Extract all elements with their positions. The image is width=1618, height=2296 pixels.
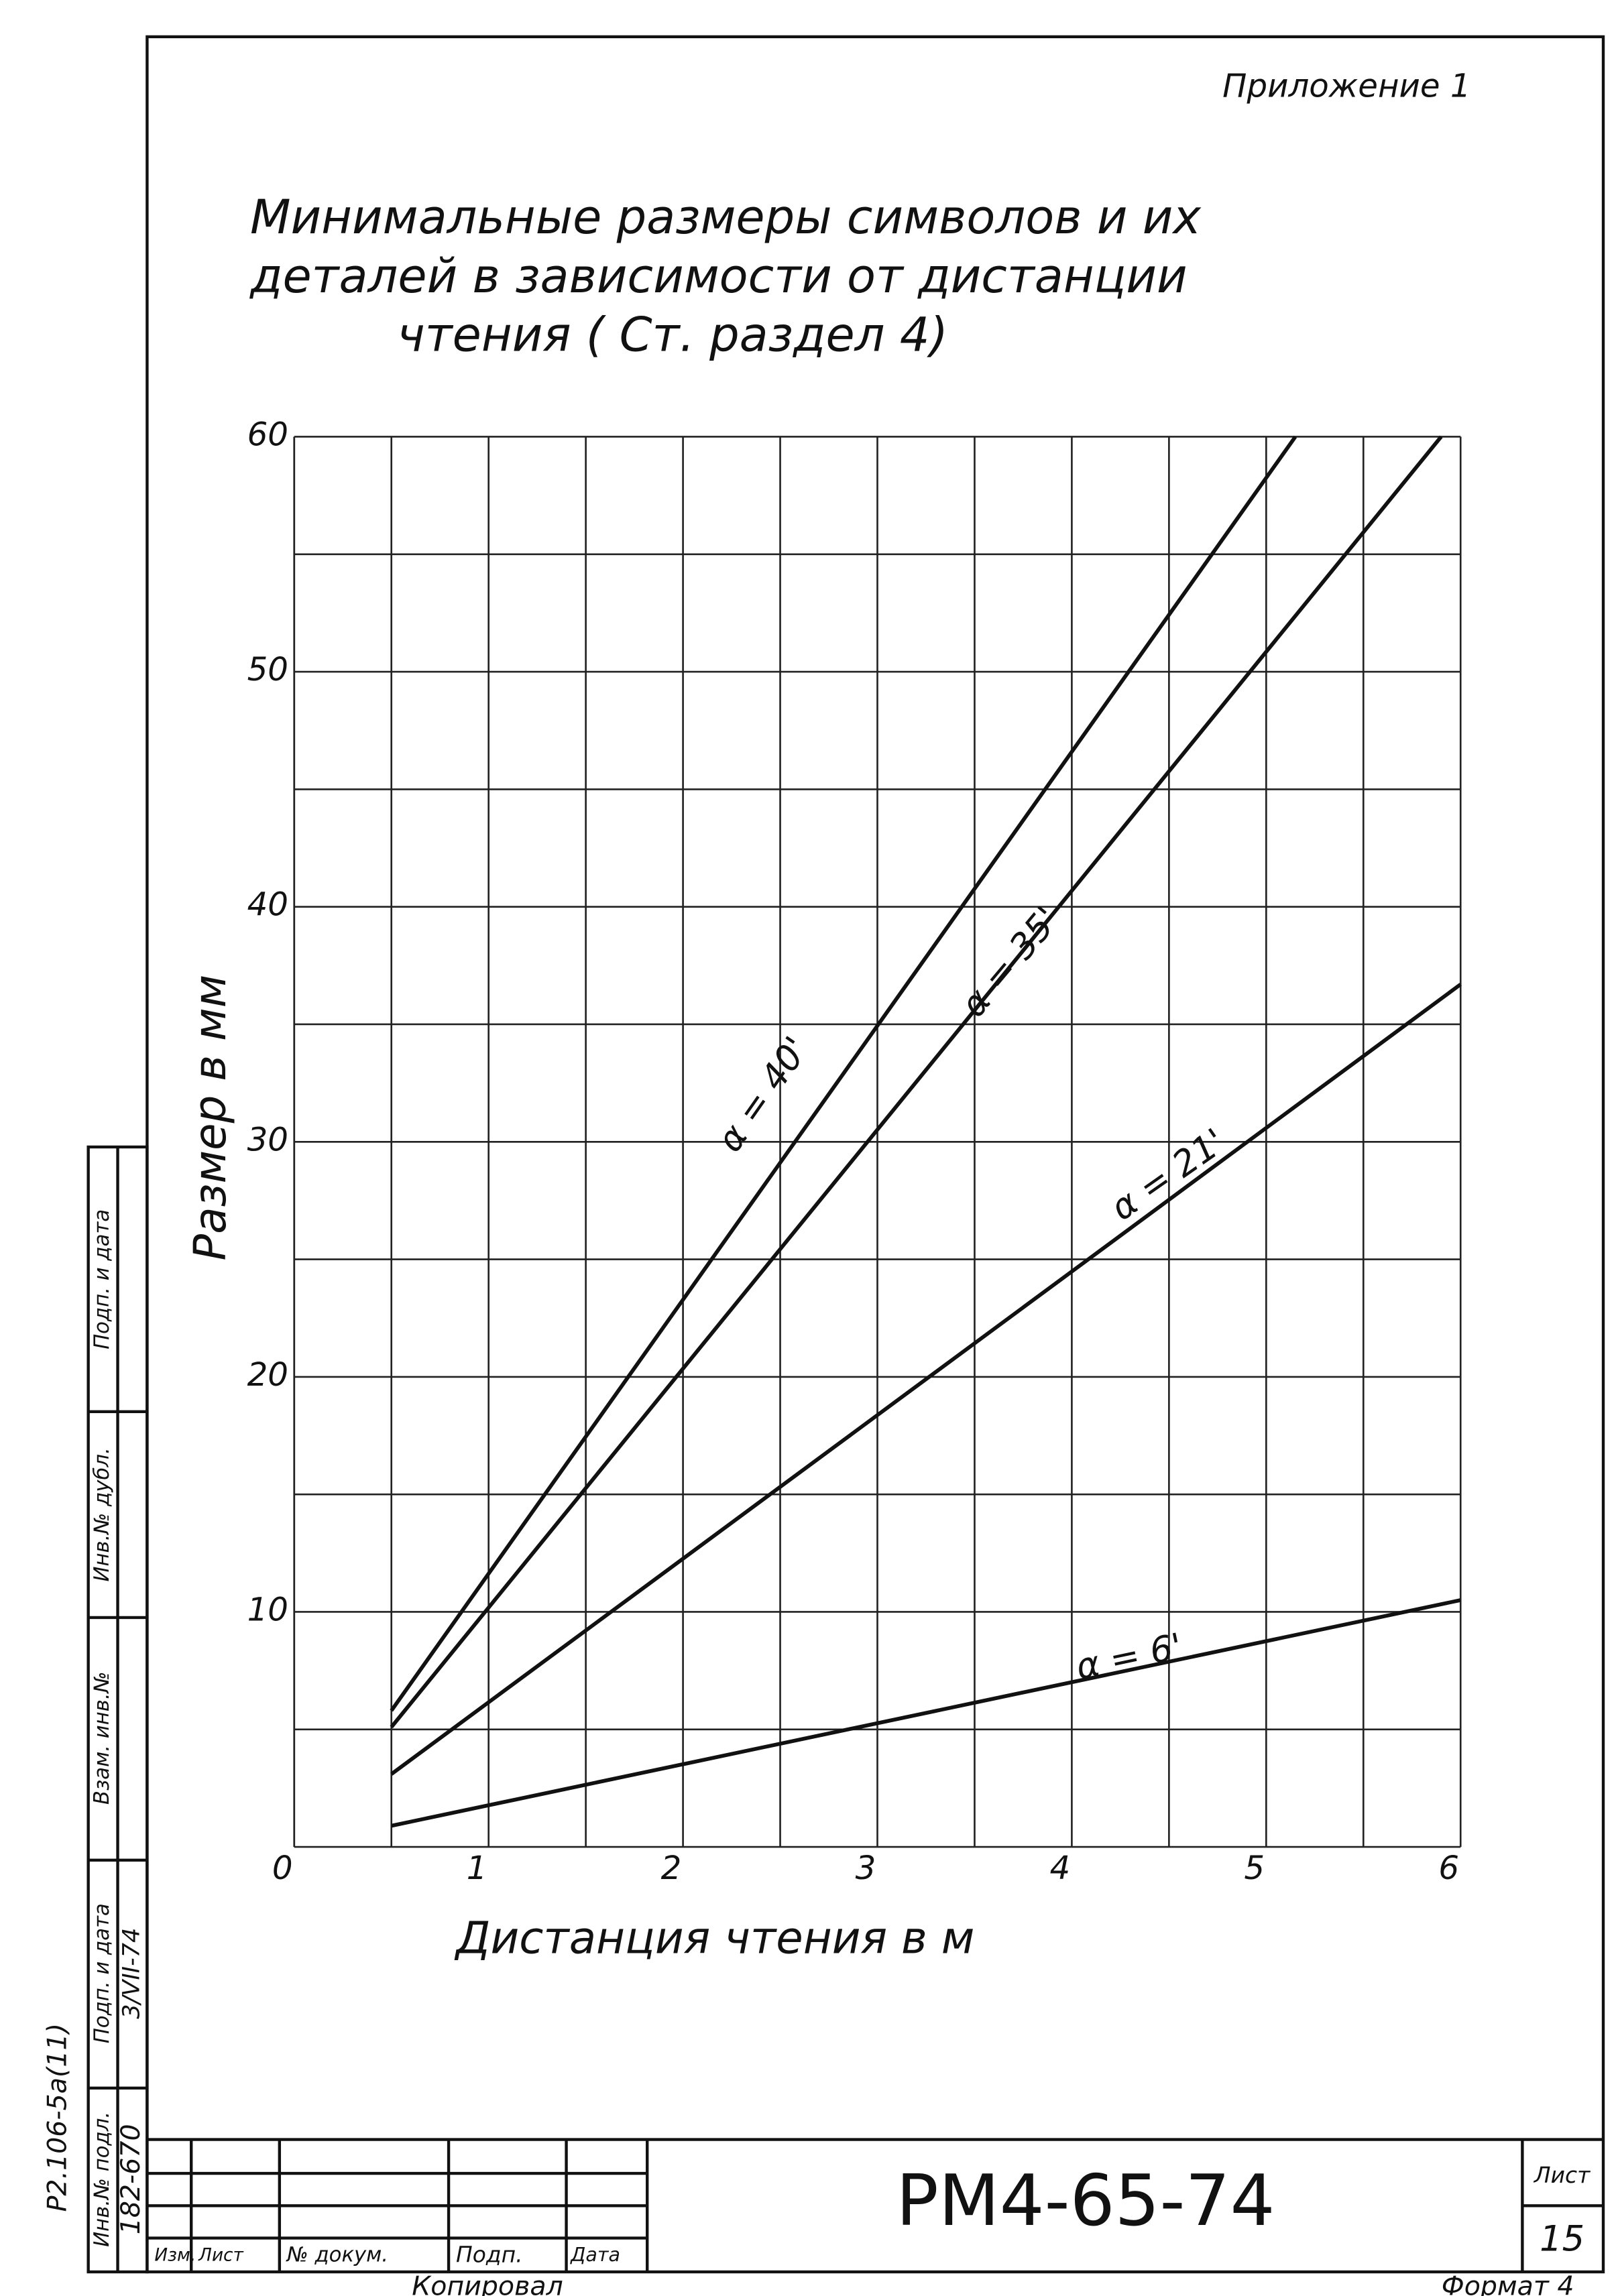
series-label: α = 40' — [709, 1030, 817, 1160]
x-axis-label: Дистанция чтения в м — [454, 1913, 974, 1964]
y-tick-label: 60 — [247, 416, 288, 453]
x-tick-label: 4 — [1050, 1850, 1071, 1887]
side-label: Подп. и дата — [91, 1903, 114, 2043]
x-tick-label: 3 — [856, 1850, 876, 1887]
stamp-column: № докум. — [286, 2243, 388, 2267]
x-tick-label: 0 — [272, 1850, 293, 1887]
y-tick-label: 20 — [247, 1356, 288, 1394]
x-tick-label: 5 — [1244, 1850, 1265, 1887]
y-tick-label: 40 — [247, 886, 288, 924]
y-tick-label: 10 — [247, 1591, 288, 1628]
side-label: Инв.№ подл. — [91, 2112, 114, 2247]
series-label: α = 35' — [953, 899, 1067, 1025]
y-axis-label: Размер в мм — [184, 975, 236, 1261]
x-tick-label: 1 — [467, 1850, 487, 1887]
side-strip: Инв.№ подл. Подп. и дата Взам. инв.№ Инв… — [42, 1145, 149, 2274]
y-tick-label: 30 — [247, 1121, 288, 1158]
side-label: Взам. инв.№ — [91, 1671, 114, 1805]
title-line: деталей в зависимости от дистанции — [249, 249, 1188, 304]
sheet-label: Лист — [1534, 2162, 1591, 2188]
x-tick-label: 2 — [661, 1850, 682, 1887]
series-line — [390, 983, 1462, 1776]
document-number: Р2.106-5а(11) — [42, 2023, 72, 2212]
series-line — [390, 435, 1443, 1729]
title-line: чтения ( Ст. раздел 4) — [397, 308, 948, 363]
series-line — [390, 435, 1297, 1712]
x-tick-label: 6 — [1438, 1850, 1459, 1887]
title-line: Минимальные размеры символов и их — [250, 190, 1202, 245]
y-tick-label: 50 — [247, 651, 288, 688]
stamp-column: Подп. — [456, 2241, 523, 2267]
side-label: Подп. и дата — [91, 1209, 114, 1349]
series-line — [391, 1598, 1461, 1828]
side-value: 182-670 — [115, 2124, 146, 2234]
appendix-label: Приложение 1 — [1222, 68, 1470, 105]
copied-label: Копировал — [412, 2271, 563, 2296]
format-label: Формат 4 — [1442, 2271, 1574, 2296]
document-code: РМ4-65-74 — [896, 2159, 1275, 2242]
title-block: Изм. Лист № докум. Подп. Дата РМ4-65-74 … — [147, 2138, 1604, 2296]
stamp-column: Дата — [569, 2244, 620, 2266]
stamp-column: Лист — [198, 2245, 243, 2265]
side-label: Инв.№ дубл. — [91, 1447, 114, 1581]
side-value: 3/VII-74 — [117, 1928, 145, 2019]
sheet-number: 15 — [1540, 2219, 1584, 2260]
stamp-column: Изм. — [154, 2245, 196, 2265]
